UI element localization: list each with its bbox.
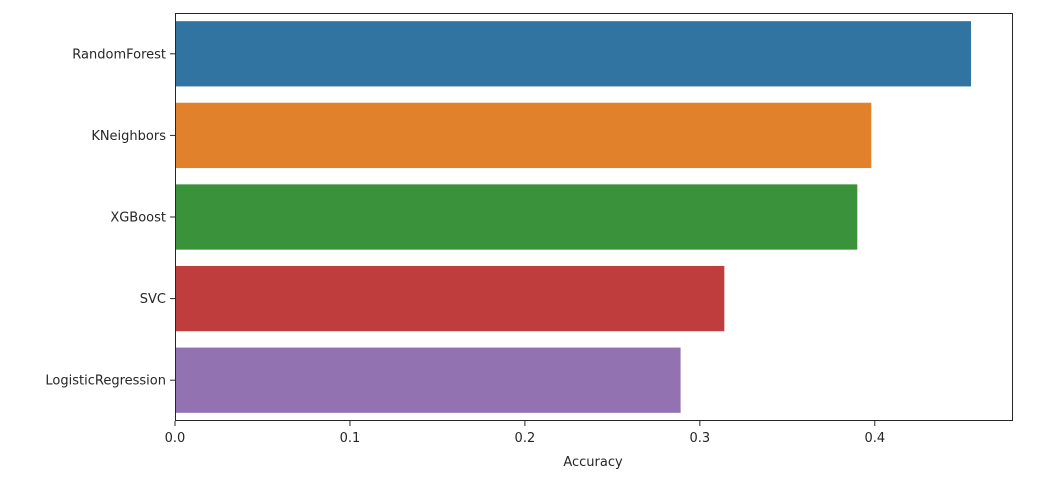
- y-category-label: SVC: [140, 292, 166, 307]
- y-category-label: XGBoost: [110, 211, 166, 226]
- y-category-label: KNeighbors: [91, 129, 166, 144]
- x-tick-label: 0.2: [515, 431, 536, 446]
- bar-randomforest: [175, 21, 972, 87]
- x-axis-label: Accuracy: [563, 455, 623, 470]
- x-tick-label: 0.3: [689, 431, 710, 446]
- plot-frame: [175, 13, 1013, 421]
- bar-xgboost: [175, 184, 858, 250]
- y-category-label: RandomForest: [72, 47, 166, 62]
- x-tick-label: 0.4: [864, 431, 885, 446]
- x-tick-label: 0.0: [165, 431, 186, 446]
- bar-logisticregression: [175, 347, 681, 413]
- x-axis-ticks: 0.0 0.1 0.2 0.3 0.4: [165, 421, 885, 446]
- bar-kneighbors: [175, 102, 872, 169]
- x-tick-label: 0.1: [340, 431, 361, 446]
- bar-svc: [175, 265, 725, 332]
- y-axis-categories: RandomForest KNeighbors XGBoost SVC Logistic…: [45, 47, 175, 389]
- bars-layer: [175, 21, 972, 413]
- y-category-label: LogisticRegression: [45, 374, 166, 389]
